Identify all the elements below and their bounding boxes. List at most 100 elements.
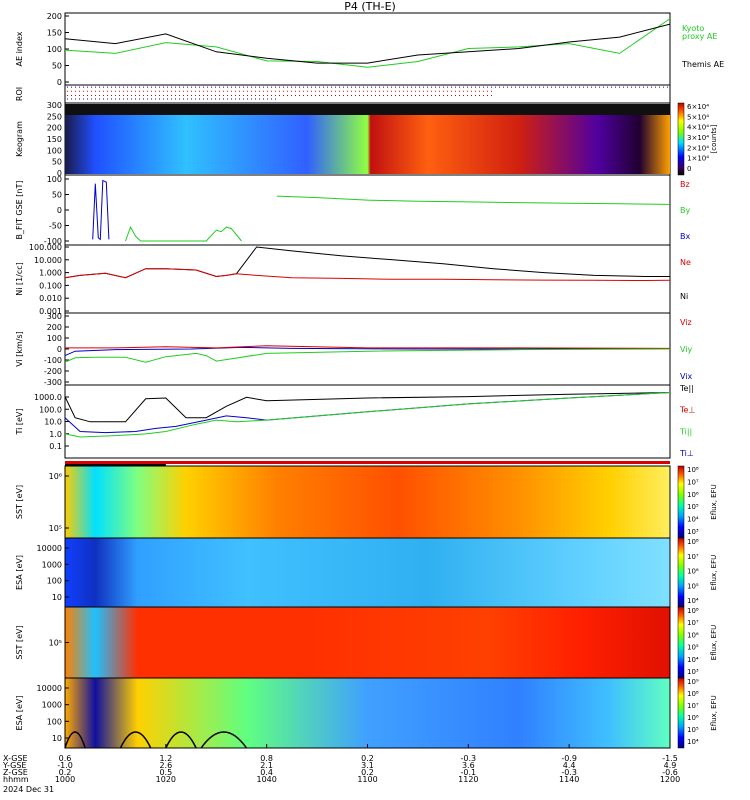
separator-bar-dark — [65, 464, 166, 466]
keogram-ytick: 300 — [47, 101, 62, 110]
footer: X-GSE Y-GSE Z-GSE hhmm 2024 Dec 31 0.6-1… — [2, 754, 680, 794]
sst_ion-ytick: 10⁵ — [49, 524, 62, 533]
sst_elec-cbar-tick: 10⁵ — [687, 644, 699, 652]
velocity-ytick: 100 — [47, 334, 62, 343]
footer-xgse: -0.9 — [561, 754, 577, 763]
temperature-frame — [64, 384, 671, 459]
temperature-ylabel: Ti [eV] — [15, 408, 24, 435]
ae-ytick: 50 — [52, 62, 62, 71]
esa_elec-cbar-tick: 10⁹ — [687, 678, 699, 686]
esa_ion-colorbar — [677, 537, 685, 608]
footer-ygse: -1.0 — [57, 761, 73, 770]
sst_elec-cbar-label: Eflux, EFU — [710, 625, 718, 660]
esa_elec-ytick: 10000 — [37, 684, 62, 693]
bfit-ylabel: B_FIT GSE [nT] — [15, 181, 24, 240]
velocity-series-viy — [64, 348, 671, 363]
sst_ion-colorbar — [677, 465, 685, 539]
velocity-ytick: -200 — [44, 367, 62, 376]
bfit-ytick: -100 — [44, 237, 62, 246]
footer-zgse: -0.3 — [561, 768, 577, 777]
esa_ion-ylabel: ESA [eV] — [15, 555, 24, 590]
keogram-cbar-tick: 1×10⁴ — [687, 155, 709, 163]
panel-sst_elec: SST [eV] 10⁵ 10⁸ 10⁷ 10⁶ 10⁵ 10⁴ 10³ Eflux, EFU — [15, 606, 718, 679]
density-ylabel: Ni [1/cc] — [15, 262, 24, 296]
ae-ytick: 150 — [47, 29, 62, 38]
esa_ion-heatmap — [65, 538, 670, 607]
temperature-ytick: 1.0 — [49, 430, 62, 439]
keogram-cbar-tick: 2×10⁴ — [687, 144, 709, 152]
footer-xgse: 0.2 — [361, 754, 374, 763]
keogram-ytick: 50 — [52, 158, 62, 167]
panel-density: Ni [1/cc] 100.000 10.000 1.000 0.100 0.010 0.0… — [15, 243, 691, 316]
sst_ion-heatmap — [65, 466, 670, 538]
sst_ion-cbar-tick: 10⁸ — [687, 466, 699, 474]
esa_ion-ytick: 100 — [47, 577, 62, 586]
esa_elec-colorbar — [677, 677, 685, 749]
keogram-ytick: 0 — [57, 169, 62, 178]
esa_elec-cbar-tick: 10⁴ — [687, 738, 699, 746]
bfit-legend-by: By — [680, 206, 690, 215]
esa_elec-ytick: 1000 — [42, 701, 62, 710]
density-ytick: 10.000 — [34, 256, 62, 265]
keogram-ytick: 150 — [47, 135, 62, 144]
keogram-cbar-tick: 5×10⁴ — [687, 113, 709, 121]
keogram-ytick: 200 — [47, 124, 62, 133]
temperature-legend-ti: Ti⊥ — [679, 449, 694, 458]
ae-series-kyotoproxyae — [64, 18, 671, 68]
ae-legend-themis-ae: Themis AE — [681, 60, 724, 69]
velocity-ylabel: Vi [km/s] — [15, 331, 24, 367]
temperature-legend-te: Te⊥ — [679, 406, 695, 415]
footer-xgse: 1.2 — [159, 754, 172, 763]
footer-zgse: 0.2 — [59, 768, 72, 777]
ae-frame — [64, 12, 671, 86]
figure-title: P4 (TH-E) — [344, 0, 396, 13]
sst_ion-cbar-tick: 10⁷ — [687, 478, 699, 486]
footer-zgse: -0.1 — [461, 768, 477, 777]
sst_ion-ytick: 10⁶ — [49, 472, 62, 481]
bfit-ytick: 50 — [52, 191, 62, 200]
keogram-ytick: 250 — [47, 112, 62, 121]
density-legend-ne: Ne — [680, 258, 691, 267]
panel-esa_elec: ESA [eV] 10000 1000 100 10 10⁹ 10⁸ 10⁷ 10⁶ 10⁵ 10⁴… — [15, 677, 718, 749]
keogram-cbar-tick: 4×10⁴ — [687, 124, 709, 132]
panel-sst_ion: SST [eV] 10⁶ 10⁵ 10⁸ 10⁷ 10⁶ 10⁵ 10⁴ 10³ Eflux, E… — [15, 465, 718, 539]
panel-velocity: Vi [km/s] 300 200 100 0 -100 -200 -300 Viz Viy Vix — [15, 312, 693, 387]
ae-ylabel: AE index — [15, 31, 24, 66]
temperature-legend-te: Te|| — [679, 384, 694, 393]
ae-ytick: 100 — [47, 45, 62, 54]
temperature-ytick: 0.1 — [49, 442, 62, 451]
esa_elec-cbar-tick: 10⁷ — [687, 702, 699, 710]
esa-elec-potential-arc-0 — [64, 731, 86, 749]
footer-zgse: -0.6 — [662, 768, 678, 777]
roi-frame — [64, 84, 671, 104]
density-series-ne — [64, 268, 671, 282]
footer-ygse: 2.6 — [159, 761, 172, 770]
sst_elec-ylabel: SST [eV] — [15, 625, 24, 659]
sst_elec-cbar-tick: 10³ — [687, 668, 699, 676]
footer-time-tick: 1000 — [55, 775, 75, 784]
temperature-series-ti — [64, 392, 671, 438]
density-ytick: 100.000 — [29, 243, 62, 252]
footer-time-tick: 1200 — [660, 775, 680, 784]
keogram-heatmap — [65, 115, 670, 174]
temperature-ytick: 100.0 — [39, 405, 62, 414]
footer-ygse: 3.6 — [462, 761, 475, 770]
velocity-legend-viz: Viz — [680, 318, 692, 327]
roi-ylabel: ROI — [15, 87, 24, 101]
sst_elec-cbar-tick: 10⁸ — [687, 607, 699, 615]
footer-ygse: 4.4 — [563, 761, 576, 770]
separator-bar — [65, 461, 670, 464]
panel-keogram: Keogram 300 250 200 150 100 50 0 6×10⁴ 5×10⁴ 4×10⁴… — [15, 101, 718, 178]
footer-time-tick: 1100 — [357, 775, 377, 784]
esa_ion-cbar-tick: 10⁷ — [687, 553, 699, 561]
footer-xgse: -1.5 — [662, 754, 678, 763]
sst_ion-cbar-tick: 10³ — [687, 528, 699, 536]
ae-series-themisae — [64, 23, 671, 64]
footer-label-date: 2024 Dec 31 — [3, 785, 54, 794]
velocity-legend-vix: Vix — [680, 372, 693, 381]
panel-roi: ROI — [15, 84, 671, 104]
esa-elec-potential-arc-1 — [119, 731, 152, 749]
sst_elec-heatmap — [65, 607, 670, 678]
esa_elec-ytick: 100 — [47, 717, 62, 726]
